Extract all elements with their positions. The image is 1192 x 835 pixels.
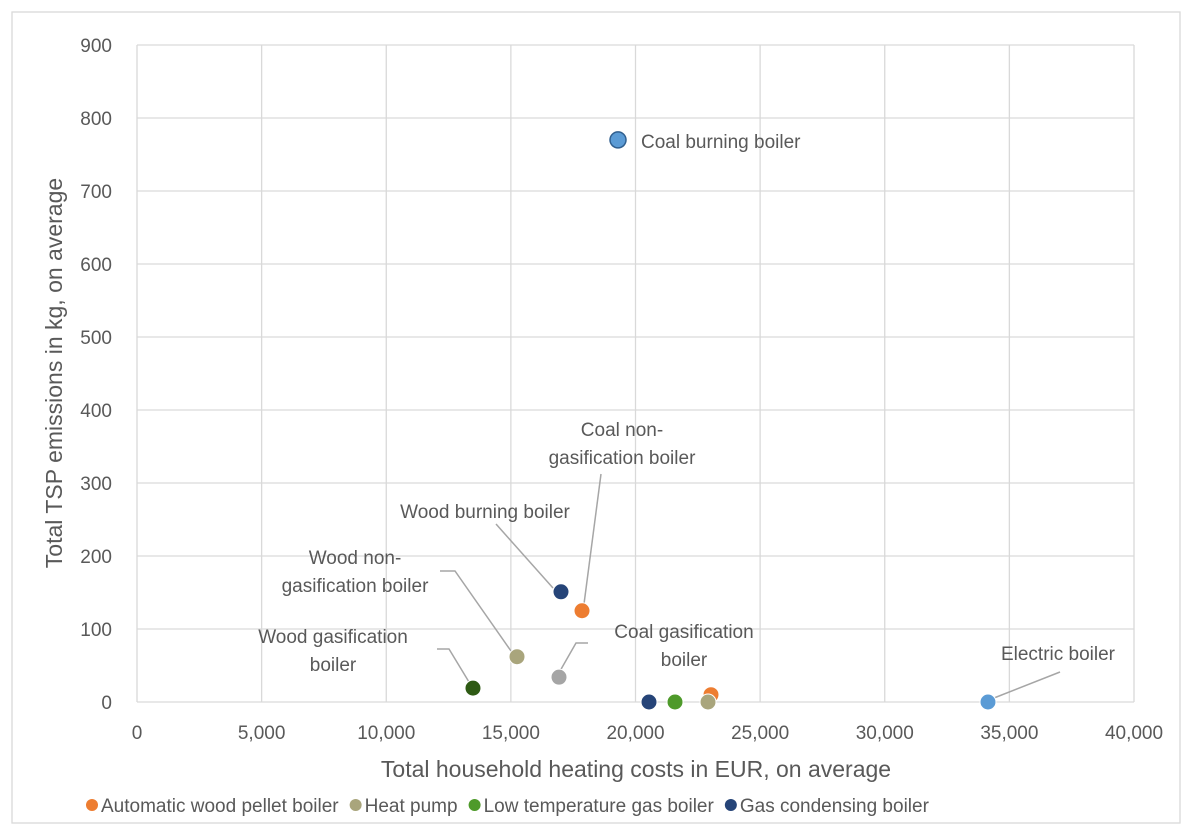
y-tick-label: 0 xyxy=(101,693,112,714)
point-label: Coal non- xyxy=(581,420,663,441)
point-label: Coal gasification xyxy=(614,622,753,643)
y-tick-label: 200 xyxy=(80,547,112,568)
x-tick-label: 40,000 xyxy=(1105,723,1163,744)
y-tick-label: 100 xyxy=(80,620,112,641)
y-tick-label: 400 xyxy=(80,401,112,422)
y-tick-label: 300 xyxy=(80,474,112,495)
y-tick-label: 600 xyxy=(80,255,112,276)
x-tick-label: 10,000 xyxy=(357,723,415,744)
x-tick-label: 0 xyxy=(132,723,143,744)
point xyxy=(666,693,684,711)
leader-line xyxy=(495,523,554,589)
legend-label: Automatic wood pellet boiler xyxy=(101,796,339,817)
point-label: gasification boiler xyxy=(549,448,696,469)
x-tick-label: 5,000 xyxy=(238,723,286,744)
point xyxy=(699,693,717,711)
point-label: Wood burning boiler xyxy=(400,502,570,523)
leader-line xyxy=(440,570,512,652)
x-tick-label: 20,000 xyxy=(606,723,664,744)
chart-frame xyxy=(11,11,1181,824)
point xyxy=(552,583,570,601)
point xyxy=(464,679,482,697)
y-tick-label: 500 xyxy=(80,328,112,349)
point xyxy=(609,131,627,149)
legend-marker xyxy=(86,799,98,811)
point xyxy=(508,648,526,666)
x-tick-label: 25,000 xyxy=(731,723,789,744)
point xyxy=(640,693,658,711)
y-axis-title: Total TSP emissions in kg, on average xyxy=(41,178,67,568)
point-label: boiler xyxy=(310,655,357,676)
x-tick-label: 35,000 xyxy=(980,723,1038,744)
point-label: Wood gasification xyxy=(258,627,408,648)
point xyxy=(550,668,568,686)
point-label: gasification boiler xyxy=(282,576,429,597)
point-label: Electric boiler xyxy=(1001,644,1116,665)
y-tick-label: 900 xyxy=(80,36,112,57)
leader-line xyxy=(993,671,1061,699)
point-label: boiler xyxy=(661,650,708,671)
legend-label: Gas condensing boiler xyxy=(740,796,930,817)
point xyxy=(979,693,997,711)
legend-marker xyxy=(349,799,362,811)
x-tick-label: 15,000 xyxy=(482,723,540,744)
legend-marker xyxy=(468,799,481,811)
leader-line xyxy=(583,473,602,605)
legend-label: Low temperature gas boiler xyxy=(484,796,715,817)
point xyxy=(573,602,591,620)
y-tick-label: 700 xyxy=(80,182,112,203)
x-tick-label: 30,000 xyxy=(856,723,914,744)
point-label: Coal burning boiler xyxy=(641,132,801,153)
legend-marker xyxy=(724,799,737,811)
point-label: Wood non- xyxy=(309,548,402,569)
y-tick-label: 800 xyxy=(80,109,112,130)
leader-line xyxy=(559,642,588,672)
legend-label: Heat pump xyxy=(365,796,458,817)
x-axis-title: Total household heating costs in EUR, on… xyxy=(381,756,891,782)
leader-line xyxy=(437,648,470,683)
